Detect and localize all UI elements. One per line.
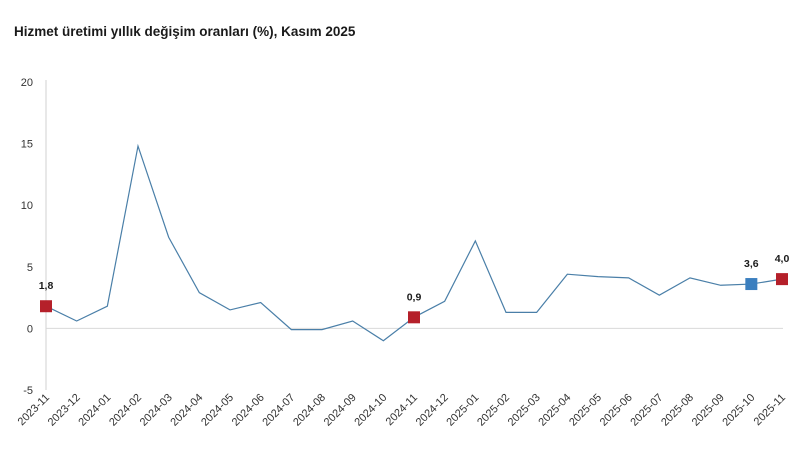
y-tick-label: 5: [27, 262, 33, 274]
x-tick-label: 2023-11: [16, 392, 52, 428]
chart-title: Hizmet üretimi yıllık değişim oranları (…: [14, 24, 356, 39]
highlight-marker: [776, 273, 788, 286]
x-tick-label: 2024-10: [352, 392, 389, 429]
y-tick-label: 15: [21, 139, 33, 151]
data-label: 0,9: [407, 291, 422, 303]
x-tick-label: 2025-08: [659, 392, 696, 429]
x-tick-label: 2024-05: [199, 392, 236, 429]
data-labels: 1,8 0,9 3,6 4,0: [39, 253, 790, 303]
x-tick-label: 2025-02: [475, 392, 512, 429]
x-tick-label: 2025-10: [720, 392, 757, 429]
data-label: 3,6: [744, 258, 759, 270]
x-tick-labels: 2023-112023-122024-012024-022024-032024-…: [16, 392, 788, 429]
x-tick-label: 2024-06: [230, 392, 267, 429]
y-tick-label: -5: [23, 385, 33, 397]
highlight-marker: [745, 278, 758, 291]
x-tick-label: 2024-01: [76, 392, 113, 429]
x-tick-label: 2024-09: [322, 392, 359, 429]
y-tick-labels: -5 0 5 10 15 20: [21, 77, 33, 397]
x-tick-label: 2024-07: [260, 392, 297, 429]
x-tick-label: 2025-11: [752, 392, 788, 428]
x-tick-label: 2024-04: [168, 392, 205, 429]
x-tick-label: 2024-02: [107, 392, 144, 429]
x-tick-label: 2025-03: [506, 392, 543, 429]
x-tick-label: 2025-05: [567, 392, 604, 429]
x-tick-label: 2024-03: [138, 392, 175, 429]
data-label: 4,0: [775, 253, 790, 265]
y-tick-label: 20: [21, 77, 33, 89]
x-tick-label: 2025-04: [536, 392, 573, 429]
x-tick-label: 2025-09: [690, 392, 727, 429]
x-tick-label: 2025-06: [598, 392, 635, 429]
y-tick-label: 10: [21, 200, 33, 212]
x-tick-label: 2023-12: [46, 392, 83, 429]
x-tick-label: 2025-01: [444, 392, 481, 429]
y-tick-label: 0: [27, 323, 33, 335]
highlight-markers: [40, 273, 788, 324]
x-tick-label: 2024-11: [384, 392, 420, 428]
x-tick-label: 2024-12: [414, 392, 451, 429]
x-tick-label: 2024-08: [291, 392, 328, 429]
highlight-marker: [40, 300, 52, 313]
data-label: 1,8: [39, 280, 54, 292]
x-tick-label: 2025-07: [628, 392, 665, 429]
highlight-marker: [408, 311, 420, 324]
